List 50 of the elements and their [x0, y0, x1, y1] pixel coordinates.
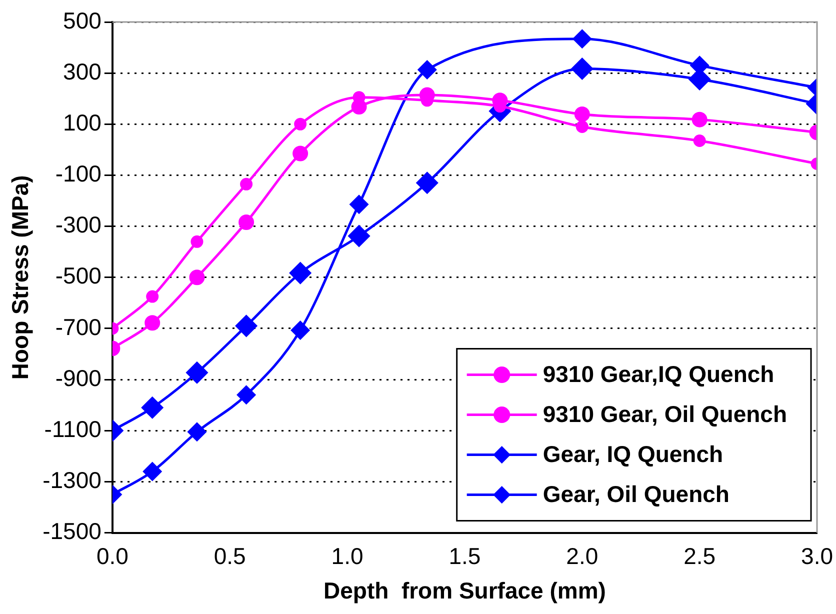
- point: [292, 146, 308, 162]
- point: [418, 60, 436, 80]
- point: [188, 422, 206, 442]
- point: [240, 178, 253, 190]
- y-tick-label: -1100: [44, 416, 102, 442]
- point: [189, 270, 205, 286]
- y-tick-label: 100: [63, 110, 102, 136]
- point: [144, 315, 160, 331]
- x-tick-label: 2.0: [566, 542, 598, 569]
- point: [571, 58, 593, 80]
- x-tick-label: 0.0: [96, 542, 128, 569]
- y-tick-label: -500: [55, 262, 102, 289]
- point: [572, 30, 592, 48]
- y-tick-label: -900: [55, 364, 102, 391]
- point: [290, 262, 312, 284]
- y-tick-label: 500: [63, 7, 102, 34]
- legend-label: 9310 Gear, Oil Quench: [542, 401, 788, 428]
- x-tick-label: 1.5: [448, 542, 481, 569]
- point: [291, 321, 310, 340]
- point: [574, 106, 590, 122]
- point: [190, 235, 204, 248]
- y-tick-label: -300: [55, 212, 102, 238]
- x-axis-title: Depth from Surface (mm): [324, 578, 606, 604]
- point: [238, 214, 254, 230]
- point: [416, 172, 438, 194]
- point: [348, 225, 370, 247]
- y-tick-label: -100: [55, 160, 102, 187]
- y-tick-label: -1300: [42, 467, 102, 494]
- point: [186, 362, 208, 384]
- legend-label: Gear, IQ Quench: [542, 441, 724, 468]
- legend-label: Gear, Oil Quench: [542, 481, 730, 508]
- y-tick-label: -700: [55, 314, 102, 340]
- point: [143, 462, 162, 481]
- y-axis-title: Hoop Stress (MPa): [7, 175, 34, 380]
- point: [146, 290, 159, 303]
- point: [693, 134, 706, 148]
- x-tick-label: 0.5: [214, 542, 246, 569]
- y-tick-label: -1500: [42, 518, 102, 544]
- point: [294, 118, 307, 130]
- y-tick-label: 300: [63, 58, 102, 84]
- point: [350, 195, 368, 214]
- x-tick-label: 3.0: [801, 542, 834, 569]
- point: [576, 120, 588, 133]
- x-tick-label: 2.5: [684, 542, 716, 569]
- point: [692, 112, 708, 128]
- x-tick-label: 1.0: [331, 542, 364, 569]
- point: [236, 315, 258, 337]
- legend-label: 9310 Gear,IQ Quench: [542, 361, 774, 388]
- point: [237, 386, 256, 404]
- point: [142, 396, 164, 418]
